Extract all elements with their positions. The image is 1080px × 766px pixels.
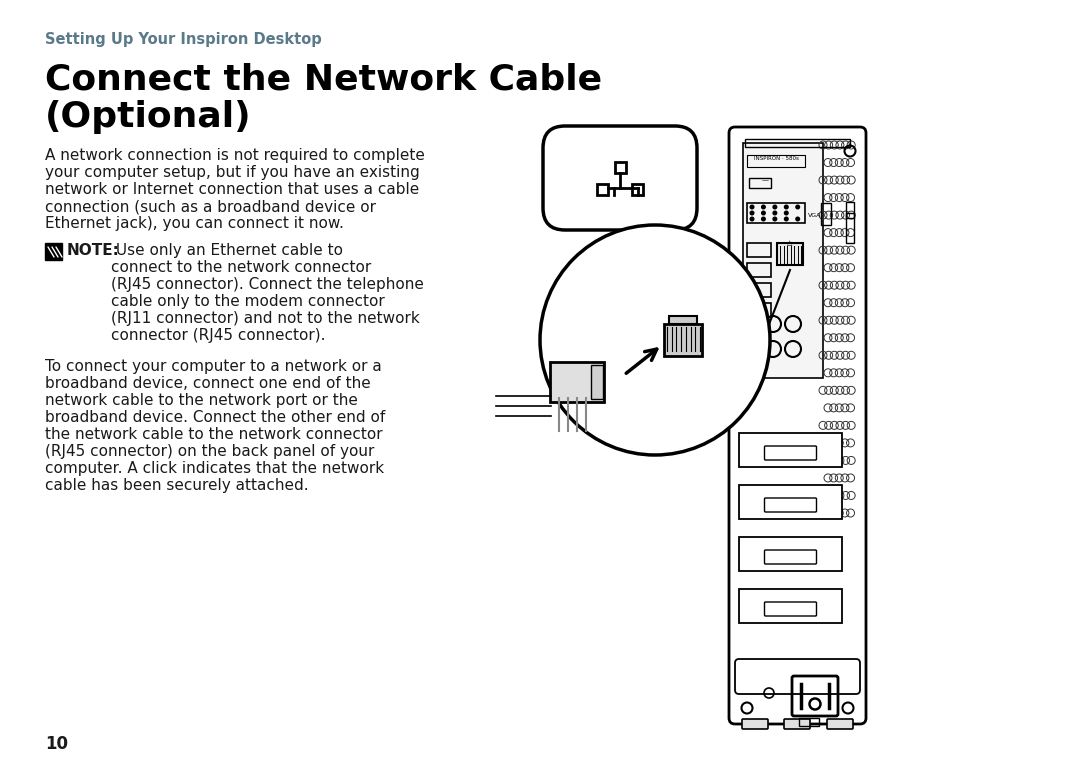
Text: Ethernet jack), you can connect it now.: Ethernet jack), you can connect it now. bbox=[45, 216, 343, 231]
Text: broadband device, connect one end of the: broadband device, connect one end of the bbox=[45, 376, 370, 391]
Text: NOTE:: NOTE: bbox=[67, 243, 120, 258]
Text: 10: 10 bbox=[45, 735, 68, 753]
Circle shape bbox=[761, 218, 766, 221]
Text: cable has been securely attached.: cable has been securely attached. bbox=[45, 478, 309, 493]
Circle shape bbox=[784, 211, 788, 214]
Text: (RJ45 connector). Connect the telephone: (RJ45 connector). Connect the telephone bbox=[111, 277, 423, 292]
Text: (RJ11 connector) and not to the network: (RJ11 connector) and not to the network bbox=[111, 311, 420, 326]
Text: cable only to the modem connector: cable only to the modem connector bbox=[111, 294, 384, 309]
Circle shape bbox=[796, 205, 799, 209]
Circle shape bbox=[796, 218, 799, 221]
FancyBboxPatch shape bbox=[742, 719, 768, 729]
FancyBboxPatch shape bbox=[550, 362, 604, 402]
FancyBboxPatch shape bbox=[739, 589, 842, 623]
FancyBboxPatch shape bbox=[45, 243, 62, 260]
Text: VGA: VGA bbox=[808, 212, 822, 218]
FancyBboxPatch shape bbox=[739, 433, 842, 467]
Circle shape bbox=[540, 225, 770, 455]
Circle shape bbox=[773, 205, 777, 209]
Circle shape bbox=[761, 205, 766, 209]
FancyBboxPatch shape bbox=[669, 316, 697, 324]
Circle shape bbox=[784, 205, 788, 209]
FancyBboxPatch shape bbox=[735, 659, 860, 694]
Text: connector (RJ45 connector).: connector (RJ45 connector). bbox=[111, 328, 325, 343]
Text: broadband device. Connect the other end of: broadband device. Connect the other end … bbox=[45, 410, 386, 425]
Text: network or Internet connection that uses a cable: network or Internet connection that uses… bbox=[45, 182, 419, 197]
Circle shape bbox=[773, 218, 777, 221]
Text: your computer setup, but if you have an existing: your computer setup, but if you have an … bbox=[45, 165, 420, 180]
FancyBboxPatch shape bbox=[827, 719, 853, 729]
Text: connection (such as a broadband device or: connection (such as a broadband device o… bbox=[45, 199, 376, 214]
FancyBboxPatch shape bbox=[591, 365, 603, 399]
FancyBboxPatch shape bbox=[543, 126, 697, 230]
FancyBboxPatch shape bbox=[664, 324, 702, 356]
Text: A network connection is not required to complete: A network connection is not required to … bbox=[45, 148, 424, 163]
Text: Connect the Network Cable: Connect the Network Cable bbox=[45, 62, 603, 96]
FancyBboxPatch shape bbox=[729, 127, 866, 724]
Text: INSPIRON · 580s: INSPIRON · 580s bbox=[754, 156, 798, 161]
Text: —: — bbox=[761, 177, 769, 183]
Text: (RJ45 connector) on the back panel of your: (RJ45 connector) on the back panel of yo… bbox=[45, 444, 375, 459]
FancyBboxPatch shape bbox=[739, 537, 842, 571]
FancyBboxPatch shape bbox=[777, 243, 804, 265]
Circle shape bbox=[761, 211, 766, 214]
FancyBboxPatch shape bbox=[739, 485, 842, 519]
Text: the network cable to the network connector: the network cable to the network connect… bbox=[45, 427, 382, 442]
Circle shape bbox=[751, 205, 754, 209]
Text: To connect your computer to a network or a: To connect your computer to a network or… bbox=[45, 359, 381, 374]
Circle shape bbox=[773, 211, 777, 214]
Text: network cable to the network port or the: network cable to the network port or the bbox=[45, 393, 357, 408]
Text: connect to the network connector: connect to the network connector bbox=[111, 260, 372, 275]
Circle shape bbox=[751, 211, 754, 214]
Text: △: △ bbox=[787, 240, 793, 246]
Text: Use only an Ethernet cable to: Use only an Ethernet cable to bbox=[111, 243, 343, 258]
FancyBboxPatch shape bbox=[743, 143, 823, 378]
Text: Setting Up Your Inspiron Desktop: Setting Up Your Inspiron Desktop bbox=[45, 32, 322, 47]
Text: (Optional): (Optional) bbox=[45, 100, 252, 134]
FancyBboxPatch shape bbox=[784, 719, 810, 729]
Circle shape bbox=[784, 218, 788, 221]
Text: computer. A click indicates that the network: computer. A click indicates that the net… bbox=[45, 461, 384, 476]
Circle shape bbox=[751, 218, 754, 221]
